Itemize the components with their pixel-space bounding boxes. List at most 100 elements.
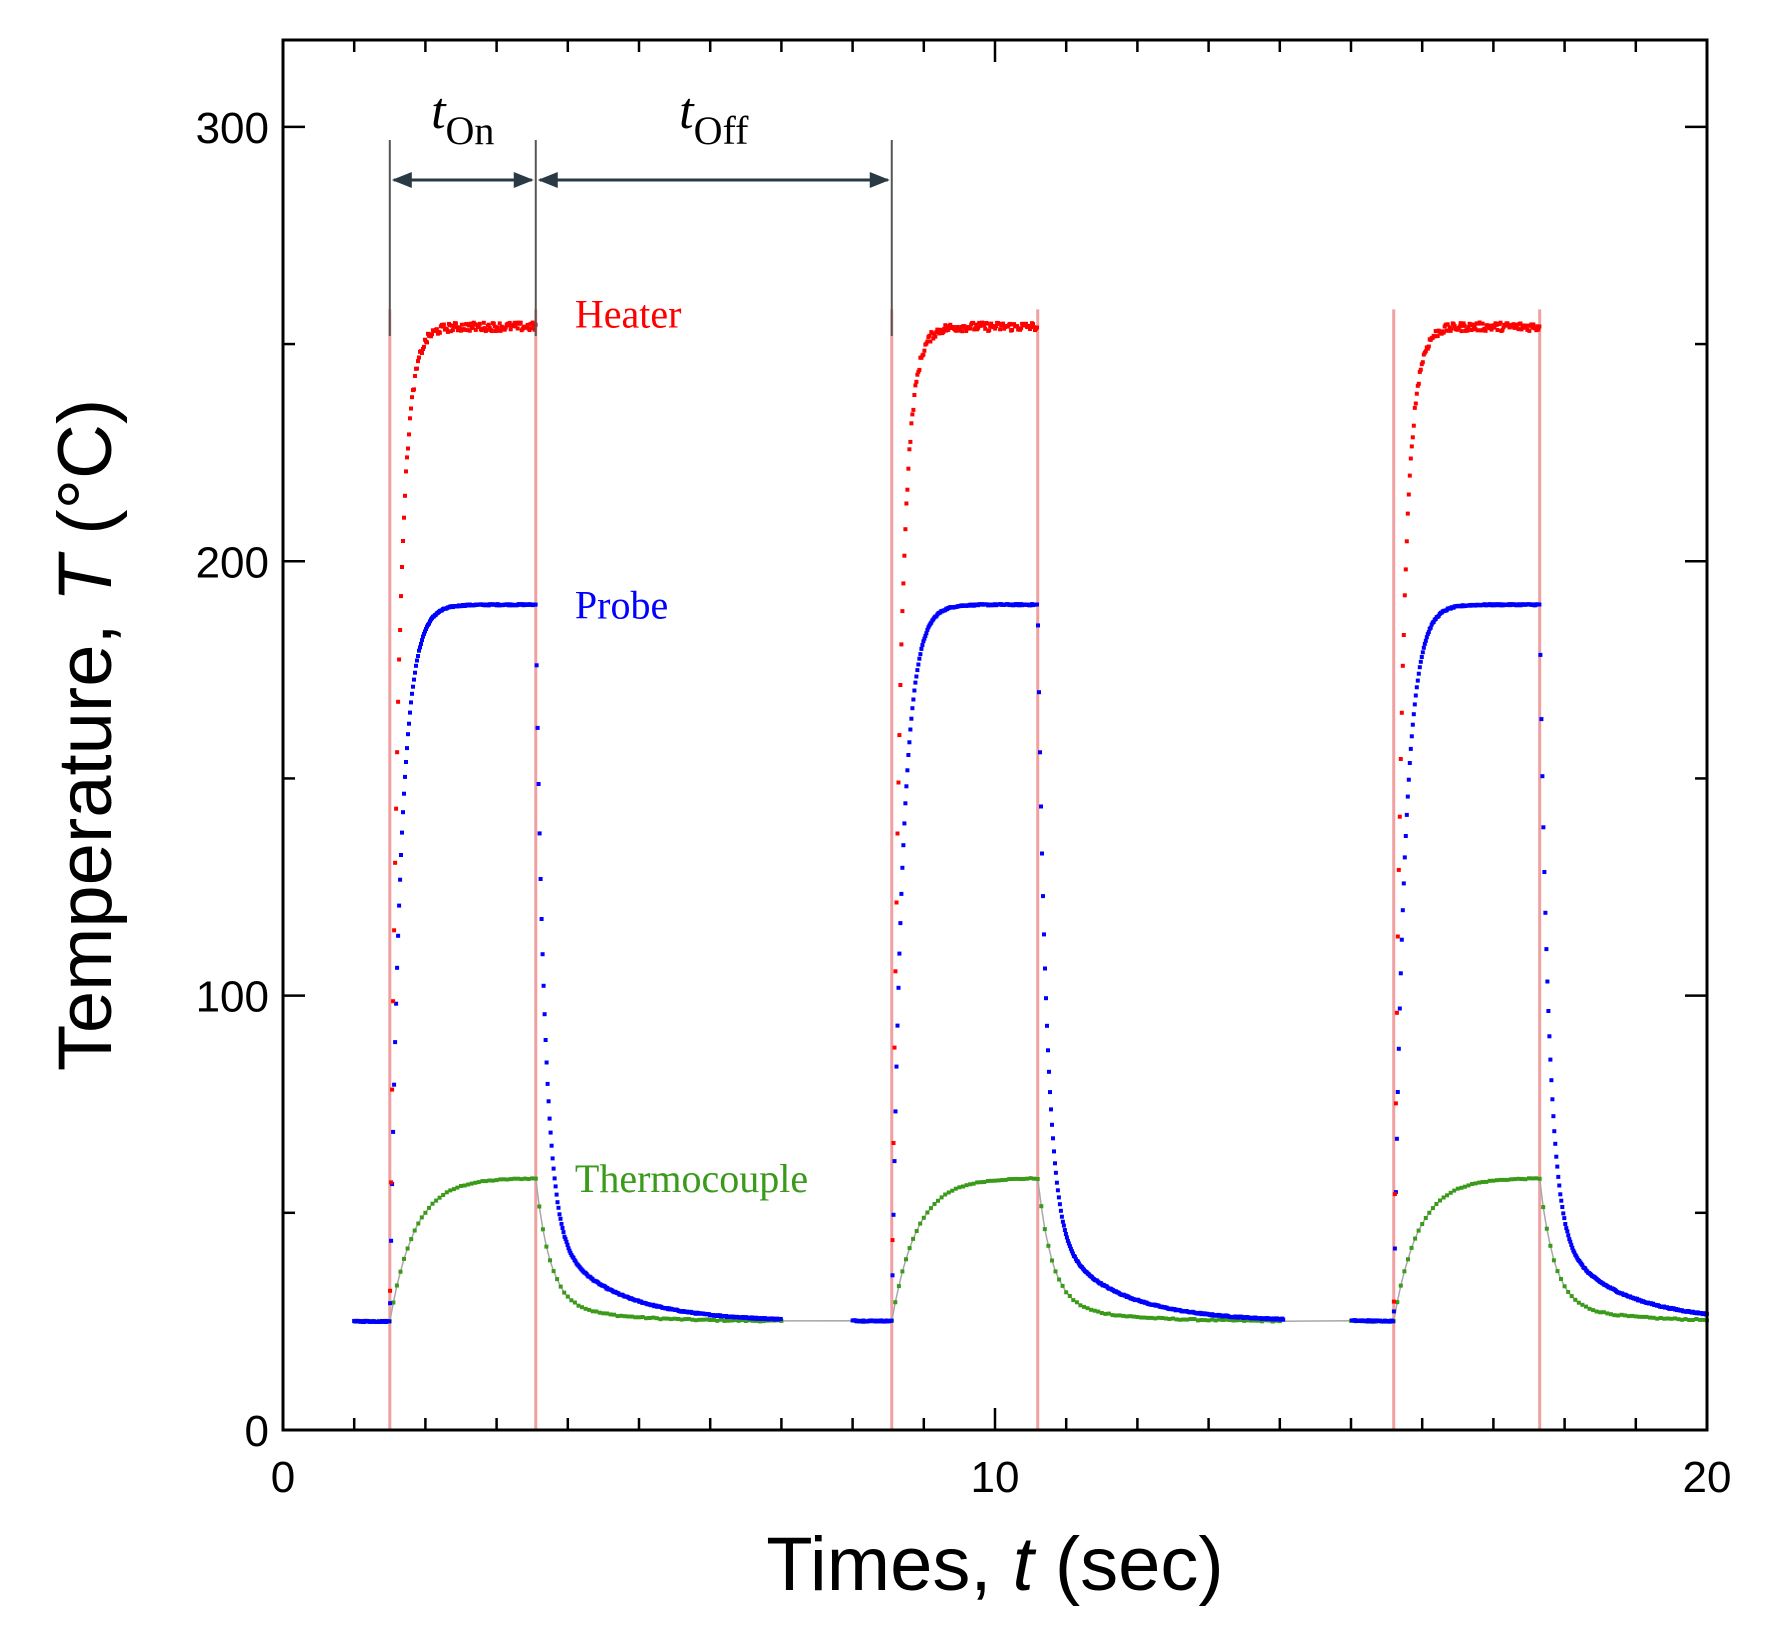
data-point-heater bbox=[1398, 757, 1403, 761]
data-point-heater bbox=[450, 328, 455, 333]
data-point-probe bbox=[557, 1212, 562, 1217]
data-point-probe bbox=[1562, 1216, 1567, 1221]
data-point-heater bbox=[1416, 381, 1421, 386]
data-point-thermocouple bbox=[1576, 1300, 1581, 1305]
data-point-heater bbox=[934, 330, 939, 335]
data-point-probe bbox=[1410, 722, 1415, 727]
data-point-thermocouple bbox=[1163, 1316, 1168, 1321]
data-point-thermocouple bbox=[1491, 1178, 1496, 1183]
data-point-thermocouple bbox=[1640, 1314, 1645, 1319]
data-point-heater bbox=[395, 750, 400, 755]
data-point-thermocouple bbox=[551, 1269, 556, 1274]
data-point-probe bbox=[1408, 746, 1413, 751]
data-point-probe bbox=[1036, 623, 1040, 628]
data-point-heater bbox=[508, 327, 513, 332]
data-point-thermocouple bbox=[1245, 1318, 1250, 1323]
data-point-heater bbox=[1401, 633, 1406, 637]
data-point-heater bbox=[1516, 327, 1521, 332]
data-point-thermocouple bbox=[480, 1179, 485, 1184]
data-point-probe bbox=[1580, 1263, 1585, 1268]
y-tick-label: 300 bbox=[196, 104, 269, 153]
data-point-heater bbox=[1465, 328, 1470, 333]
data-point-thermocouple bbox=[1473, 1181, 1478, 1186]
series-layer bbox=[352, 320, 1709, 1324]
data-point-heater bbox=[928, 339, 933, 344]
data-point-probe bbox=[1070, 1251, 1075, 1256]
data-point-thermocouple bbox=[1103, 1311, 1108, 1316]
data-point-thermocouple bbox=[982, 1180, 987, 1184]
data-point-heater bbox=[899, 642, 904, 647]
data-point-probe bbox=[918, 652, 923, 657]
data-point-thermocouple bbox=[914, 1229, 919, 1233]
data-point-probe bbox=[894, 1064, 899, 1069]
data-point-probe bbox=[907, 740, 912, 745]
data-point-probe bbox=[407, 721, 411, 726]
data-point-thermocouple bbox=[427, 1205, 431, 1210]
data-point-thermocouple bbox=[583, 1306, 588, 1311]
data-point-heater bbox=[1012, 322, 1017, 327]
data-point-thermocouple bbox=[676, 1317, 681, 1321]
data-point-heater bbox=[924, 341, 929, 346]
data-point-probe bbox=[1540, 774, 1545, 779]
data-point-thermocouple bbox=[1697, 1317, 1702, 1322]
data-point-probe bbox=[1428, 625, 1433, 630]
data-point-thermocouple bbox=[978, 1180, 983, 1185]
data-point-thermocouple bbox=[1139, 1315, 1143, 1320]
data-point-probe bbox=[919, 646, 924, 651]
data-point-thermocouple bbox=[729, 1318, 734, 1323]
data-point-heater bbox=[403, 493, 407, 498]
data-point-thermocouple bbox=[1644, 1314, 1649, 1319]
pulse-lines bbox=[388, 309, 1542, 1430]
data-point-thermocouple bbox=[1541, 1205, 1546, 1210]
data-point-thermocouple bbox=[1591, 1308, 1596, 1313]
data-point-heater bbox=[933, 334, 938, 339]
data-point-heater bbox=[1448, 328, 1453, 333]
data-point-heater bbox=[1418, 367, 1423, 372]
data-point-thermocouple bbox=[1074, 1300, 1079, 1305]
data-point-probe bbox=[1399, 937, 1404, 942]
data-point-probe bbox=[553, 1184, 558, 1189]
data-point-heater bbox=[1413, 401, 1418, 406]
data-point-heater bbox=[905, 487, 910, 492]
data-point-probe bbox=[1045, 1023, 1049, 1028]
data-point-thermocouple bbox=[633, 1315, 638, 1320]
data-point-heater bbox=[911, 407, 916, 412]
data-point-heater bbox=[1475, 328, 1480, 333]
data-point-thermocouple bbox=[1213, 1318, 1218, 1323]
data-point-probe bbox=[1552, 1129, 1557, 1134]
data-point-probe bbox=[914, 674, 919, 679]
data-point-probe bbox=[1394, 1136, 1399, 1141]
data-point-heater bbox=[476, 324, 481, 329]
data-point-probe bbox=[1558, 1192, 1563, 1197]
data-point-probe bbox=[1281, 1317, 1286, 1322]
data-point-probe bbox=[1566, 1233, 1571, 1238]
data-point-heater bbox=[420, 351, 424, 355]
data-point-thermocouple bbox=[1032, 1176, 1037, 1181]
data-point-heater bbox=[467, 328, 472, 333]
data-point-thermocouple bbox=[1078, 1303, 1083, 1308]
data-point-thermocouple bbox=[1071, 1298, 1076, 1303]
data-point-thermocouple bbox=[1039, 1204, 1044, 1209]
data-point-thermocouple bbox=[441, 1193, 446, 1197]
data-point-thermocouple bbox=[1569, 1294, 1574, 1299]
data-point-thermocouple bbox=[1555, 1269, 1560, 1274]
data-point-thermocouple bbox=[1445, 1193, 1450, 1198]
data-point-thermocouple bbox=[758, 1319, 762, 1324]
data-point-heater bbox=[1396, 867, 1401, 872]
data-point-probe bbox=[1060, 1219, 1065, 1224]
data-point-thermocouple bbox=[644, 1316, 649, 1321]
data-point-probe bbox=[535, 725, 540, 730]
data-point-thermocouple bbox=[904, 1257, 908, 1262]
data-point-thermocouple bbox=[1701, 1317, 1706, 1322]
data-point-heater bbox=[946, 327, 951, 332]
data-point-probe bbox=[1055, 1188, 1060, 1193]
data-point-probe bbox=[1396, 1046, 1401, 1051]
data-point-thermocouple bbox=[701, 1317, 706, 1322]
data-point-heater bbox=[1519, 327, 1524, 332]
data-point-probe bbox=[395, 965, 400, 970]
data-point-probe bbox=[558, 1216, 563, 1221]
data-point-thermocouple bbox=[1046, 1243, 1051, 1248]
data-point-heater bbox=[896, 780, 901, 785]
data-point-thermocouple bbox=[1156, 1315, 1161, 1320]
data-point-heater bbox=[425, 340, 429, 345]
